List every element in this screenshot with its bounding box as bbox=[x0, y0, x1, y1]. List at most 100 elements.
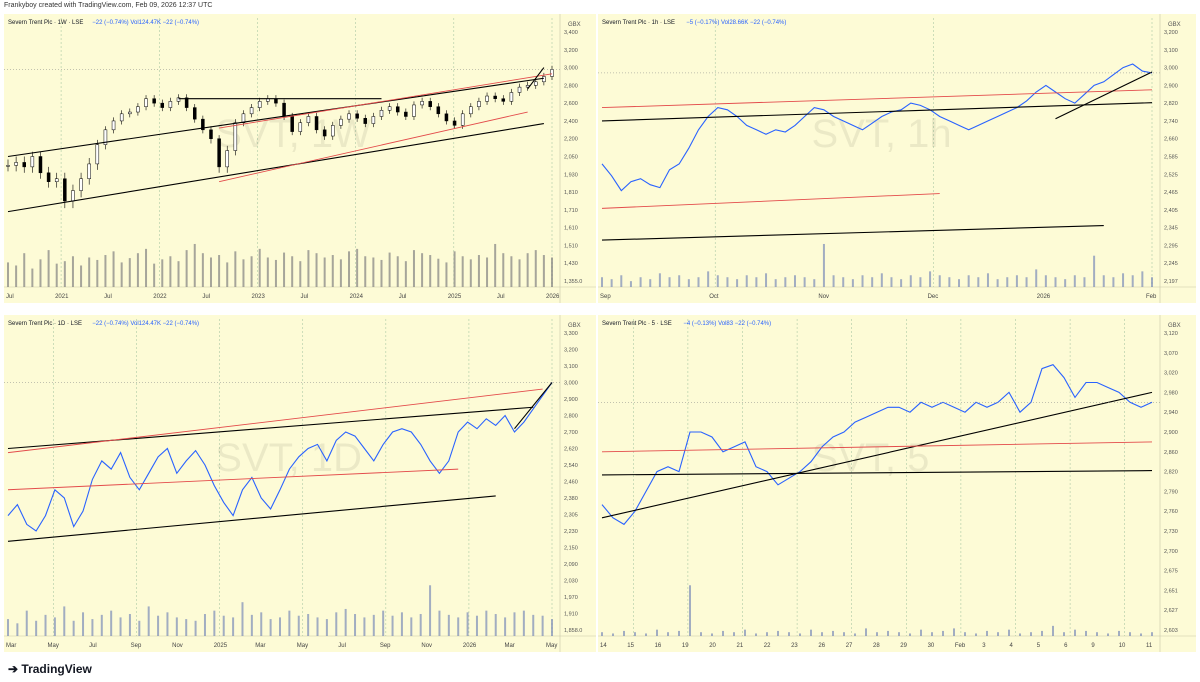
volume-bar bbox=[678, 630, 680, 636]
volume-bar bbox=[213, 610, 216, 636]
currency-label: GBX bbox=[1168, 323, 1181, 329]
trend-line bbox=[601, 391, 1153, 519]
volume-bar bbox=[477, 255, 480, 287]
candle-body bbox=[192, 107, 197, 120]
volume-bar bbox=[203, 614, 206, 636]
volume-bar bbox=[372, 257, 375, 287]
y-tick-label: 2,525 bbox=[1164, 172, 1178, 178]
y-tick-label: 2,860 bbox=[1164, 450, 1178, 456]
volume-bar bbox=[736, 279, 739, 287]
legend-title: Severn Trent Plc · 1h · LSE bbox=[602, 20, 675, 26]
volume-bar bbox=[1073, 275, 1076, 287]
x-tick-label: Mar bbox=[504, 643, 514, 649]
candle-body bbox=[22, 162, 26, 168]
y-tick-label: 3,100 bbox=[1164, 48, 1178, 54]
volume-bar bbox=[315, 253, 318, 287]
volume-bar bbox=[53, 617, 56, 636]
price-line bbox=[7, 382, 553, 532]
volume-bar bbox=[63, 606, 66, 636]
legend-title: Severn Trent Plc · 5 · LSE bbox=[602, 321, 672, 327]
volume-bar bbox=[716, 275, 719, 287]
x-tick-label: 16 bbox=[655, 643, 662, 649]
candle-body bbox=[322, 129, 327, 137]
channel-line bbox=[601, 193, 940, 209]
y-tick-label: 2,760 bbox=[1164, 509, 1178, 515]
price-axis bbox=[1160, 315, 1196, 652]
volume-bar bbox=[1151, 277, 1153, 287]
x-tick-label: 29 bbox=[900, 643, 907, 649]
volume-bar bbox=[323, 257, 326, 287]
volume-bar bbox=[372, 614, 375, 636]
volume-bar bbox=[279, 617, 281, 636]
x-tick-label: 6 bbox=[1064, 643, 1068, 649]
x-tick-label: 14 bbox=[600, 643, 607, 649]
channel-line bbox=[601, 441, 1153, 453]
candle-body bbox=[550, 69, 554, 77]
volume-bar bbox=[147, 606, 150, 636]
brand-logo[interactable]: ➔ TradingView bbox=[8, 662, 92, 676]
candle-body bbox=[274, 98, 278, 104]
volume-bar bbox=[461, 256, 464, 287]
volume-bar bbox=[15, 265, 18, 287]
volume-bar bbox=[977, 277, 980, 287]
chart-weekly[interactable]: GBX 3,400 3,200 3,000 2,800 2,600 2,400 2,200 2,… bbox=[4, 14, 596, 303]
y-tick-label: 1,610 bbox=[564, 226, 578, 232]
x-tick-label: 5 bbox=[1037, 643, 1041, 649]
volume-bar bbox=[437, 258, 440, 287]
volume-bar bbox=[645, 633, 647, 636]
candle-body bbox=[257, 101, 262, 108]
volume-bar bbox=[900, 279, 903, 287]
volume-bar bbox=[222, 615, 225, 636]
volume-bar bbox=[1083, 277, 1086, 287]
candle-body bbox=[6, 165, 10, 167]
volume-bar bbox=[788, 632, 790, 636]
volume-bar bbox=[16, 623, 19, 636]
candle-body bbox=[412, 104, 416, 117]
volume-bar bbox=[91, 619, 94, 636]
volume-bar bbox=[44, 614, 47, 636]
channel-line bbox=[7, 388, 543, 454]
volume-bar bbox=[526, 253, 529, 287]
volume-bar bbox=[1006, 277, 1009, 287]
volume-bar bbox=[96, 259, 99, 287]
y-tick-label: 2,305 bbox=[564, 513, 578, 519]
volume-bar bbox=[25, 610, 28, 636]
candle-body bbox=[160, 102, 165, 108]
volume-bar bbox=[810, 629, 812, 636]
volume-bar bbox=[177, 261, 180, 287]
y-tick-label: 2,700 bbox=[564, 430, 578, 436]
volume-bar bbox=[1064, 279, 1067, 287]
y-tick-label: 2,790 bbox=[1164, 489, 1178, 495]
volume-bar bbox=[453, 251, 456, 287]
x-tick-label: Jul bbox=[202, 294, 210, 300]
volume-bar bbox=[938, 275, 941, 287]
y-tick-label: 2,200 bbox=[564, 137, 578, 143]
x-tick-label: Jul bbox=[399, 294, 407, 300]
volume-bar bbox=[185, 250, 188, 287]
trend-line bbox=[514, 382, 553, 430]
volume-bar bbox=[119, 617, 122, 636]
volume-bar bbox=[307, 614, 310, 636]
price-axis bbox=[560, 315, 596, 652]
volume-bar bbox=[429, 255, 432, 287]
volume-bar bbox=[250, 256, 253, 287]
volume-bar bbox=[931, 632, 933, 636]
volume-bar bbox=[1035, 269, 1038, 287]
y-tick-label: 2,380 bbox=[564, 496, 578, 502]
candle-body bbox=[209, 129, 213, 139]
candle-body bbox=[306, 116, 311, 123]
y-tick-label: 2,800 bbox=[564, 83, 578, 89]
candle-body bbox=[314, 116, 319, 131]
chart-5min[interactable]: GBX 3,120 3,070 3,020 2,980 2,940 2,900 2,860 2,… bbox=[598, 315, 1196, 652]
legend-stats: −22 (−0.74%) Vol124.47K −22 (−0.74%) bbox=[92, 20, 199, 26]
chart-daily[interactable]: GBX 3,300 3,200 3,100 3,000 2,900 2,800 2,700 2,… bbox=[4, 315, 596, 652]
chart-hourly[interactable]: GBX 3,200 3,100 3,000 2,900 2,820 2,740 2,660 2,… bbox=[598, 14, 1196, 303]
candle-body bbox=[201, 118, 205, 131]
x-tick-label: 2023 bbox=[251, 294, 265, 300]
candle-body bbox=[501, 98, 506, 102]
volume-bar bbox=[1118, 630, 1120, 636]
candle-body bbox=[452, 120, 457, 126]
y-tick-label: 1,930 bbox=[564, 172, 578, 178]
y-tick-label: 2,600 bbox=[564, 101, 578, 107]
trend-line bbox=[601, 102, 1153, 122]
